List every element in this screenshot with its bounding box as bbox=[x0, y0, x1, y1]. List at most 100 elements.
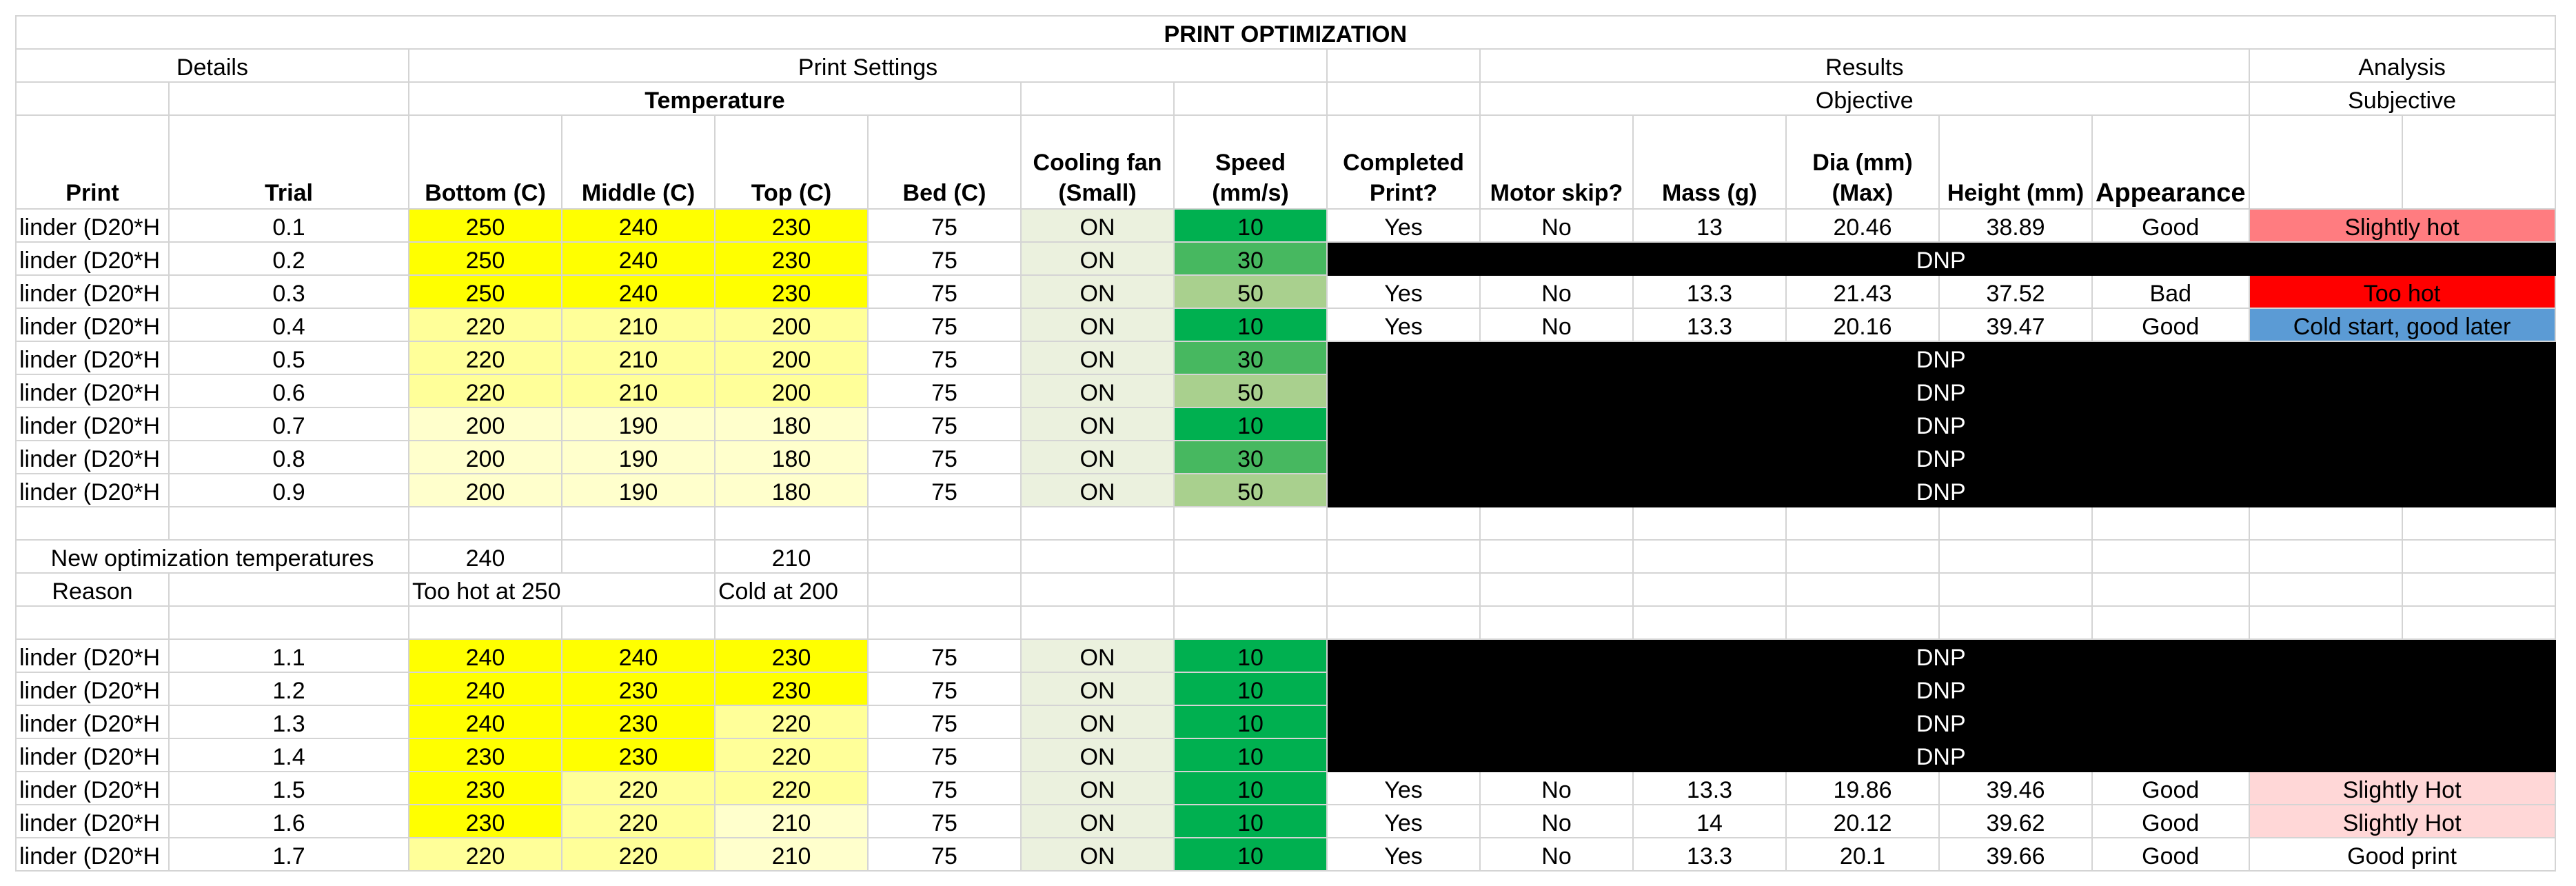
cell-print: linder (D20*H bbox=[15, 738, 170, 772]
header-middle: Middle (C) bbox=[561, 114, 716, 210]
cell-speed: 30 bbox=[1173, 341, 1328, 375]
empty-cell bbox=[2091, 572, 2250, 607]
empty-cell bbox=[1020, 506, 1175, 541]
cell-speed: 10 bbox=[1173, 208, 1328, 243]
header-motor-skip: Motor skip? bbox=[1479, 114, 1634, 210]
empty-cell bbox=[1020, 572, 1175, 607]
empty-cell bbox=[2248, 572, 2403, 607]
cell-mass: 13.3 bbox=[1632, 771, 1787, 805]
empty-cell bbox=[1785, 506, 1940, 541]
sheet-title: PRINT OPTIMIZATION bbox=[15, 15, 2556, 50]
cell-print: linder (D20*H bbox=[15, 804, 170, 838]
cell-motor-skip: No bbox=[1479, 274, 1634, 309]
cell-speed: 10 bbox=[1173, 738, 1328, 772]
cell-speed: 30 bbox=[1173, 440, 1328, 474]
cell-analysis: Slightly Hot bbox=[2248, 771, 2556, 805]
empty-cell bbox=[1173, 506, 1328, 541]
table-row: linder (D20*H 0.1 250 240 230 75 ON 10 Yes No 13 20… bbox=[15, 208, 2556, 243]
empty-cell bbox=[1785, 539, 1940, 574]
table-row: linder (D20*H 0.6 220 210 200 75 ON 50 DNP bbox=[15, 374, 2556, 408]
cell-speed: 10 bbox=[1173, 672, 1328, 706]
cell-appearance: Good bbox=[2091, 308, 2250, 342]
empty-cell bbox=[561, 506, 716, 541]
cell-bed: 75 bbox=[867, 274, 1022, 309]
empty-cell bbox=[2401, 572, 2556, 607]
cell-trial: 1.1 bbox=[168, 638, 409, 673]
cell-middle: 190 bbox=[561, 440, 716, 474]
empty-cell bbox=[2091, 605, 2250, 640]
cell-appearance: Good bbox=[2091, 804, 2250, 838]
empty-cell bbox=[1326, 506, 1481, 541]
empty-cell bbox=[2248, 114, 2403, 210]
empty-cell bbox=[1785, 572, 1940, 607]
cell-bottom: 200 bbox=[408, 440, 562, 474]
blank-row bbox=[15, 605, 2556, 640]
cell-middle: 240 bbox=[561, 208, 716, 243]
cell-completed: Yes bbox=[1326, 274, 1481, 309]
cell-print: linder (D20*H bbox=[15, 308, 170, 342]
header-bed: Bed (C) bbox=[867, 114, 1022, 210]
group-details: Details bbox=[15, 48, 409, 83]
header-dia-line2: (Max) bbox=[1832, 180, 1894, 206]
cell-trial: 1.2 bbox=[168, 672, 409, 706]
cell-top: 230 bbox=[714, 208, 869, 243]
reason-row: Reason Too hot at 250 Cold at 200 bbox=[15, 572, 2556, 607]
empty-cell bbox=[1173, 572, 1328, 607]
table-row: linder (D20*H 1.1 240 240 230 75 ON 10 DNP bbox=[15, 638, 2556, 673]
cell-bottom: 250 bbox=[408, 241, 562, 276]
cell-top: 220 bbox=[714, 738, 869, 772]
empty-cell bbox=[1938, 506, 2093, 541]
cell-cooling-fan: ON bbox=[1020, 407, 1175, 441]
header-print: Print bbox=[15, 114, 170, 210]
table-row: linder (D20*H 1.6 230 220 210 75 ON 10 Yes No 14 20… bbox=[15, 804, 2556, 838]
cell-appearance: Good bbox=[2091, 208, 2250, 243]
table-row: linder (D20*H 0.8 200 190 180 75 ON 30 DNP bbox=[15, 440, 2556, 474]
cell-bed: 75 bbox=[867, 638, 1022, 673]
empty-cell bbox=[1632, 605, 1787, 640]
cell-cooling-fan: ON bbox=[1020, 473, 1175, 507]
cell-mass: 13.3 bbox=[1632, 308, 1787, 342]
cell-print: linder (D20*H bbox=[15, 638, 170, 673]
cell-middle: 210 bbox=[561, 308, 716, 342]
cell-completed: Yes bbox=[1326, 771, 1481, 805]
cell-top: 180 bbox=[714, 440, 869, 474]
new-optimization-bottom: 240 bbox=[408, 539, 562, 574]
cell-dnp: DNP bbox=[1326, 374, 2556, 408]
cell-bed: 75 bbox=[867, 705, 1022, 739]
cell-cooling-fan: ON bbox=[1020, 341, 1175, 375]
cell-completed: Yes bbox=[1326, 804, 1481, 838]
cell-dia: 20.16 bbox=[1785, 308, 1940, 342]
empty-cell bbox=[2401, 114, 2556, 210]
cell-trial: 0.2 bbox=[168, 241, 409, 276]
cell-middle: 220 bbox=[561, 771, 716, 805]
empty-cell bbox=[1020, 539, 1175, 574]
cell-print: linder (D20*H bbox=[15, 208, 170, 243]
table-row: linder (D20*H 1.4 230 230 220 75 ON 10 DNP bbox=[15, 738, 2556, 772]
cell-speed: 10 bbox=[1173, 308, 1328, 342]
header-cooling-fan-line1: Cooling fan bbox=[1033, 150, 1162, 176]
cell-height: 39.66 bbox=[1938, 837, 2093, 872]
empty-cell bbox=[867, 572, 1022, 607]
cell-speed: 10 bbox=[1173, 407, 1328, 441]
empty-cell bbox=[1326, 605, 1481, 640]
header-dia-line1: Dia (mm) bbox=[1812, 150, 1913, 176]
cell-middle: 210 bbox=[561, 374, 716, 408]
header-cooling-fan: Cooling fan (Small) bbox=[1020, 114, 1175, 210]
cell-cooling-fan: ON bbox=[1020, 308, 1175, 342]
header-dia: Dia (mm) (Max) bbox=[1785, 114, 1940, 210]
cell-cooling-fan: ON bbox=[1020, 738, 1175, 772]
reason-bottom: Too hot at 250 bbox=[408, 572, 716, 607]
cell-completed: Yes bbox=[1326, 837, 1481, 872]
cell-top: 220 bbox=[714, 771, 869, 805]
blank-row bbox=[15, 506, 2556, 541]
empty-cell bbox=[1020, 605, 1175, 640]
table-row: linder (D20*H 0.7 200 190 180 75 ON 10 DNP bbox=[15, 407, 2556, 441]
empty-cell bbox=[714, 605, 869, 640]
subgroup-subjective: Subjective bbox=[2248, 81, 2556, 116]
cell-speed: 50 bbox=[1173, 374, 1328, 408]
empty-cell bbox=[408, 605, 562, 640]
cell-middle: 240 bbox=[561, 274, 716, 309]
cell-dnp: DNP bbox=[1326, 407, 2556, 441]
cell-trial: 0.3 bbox=[168, 274, 409, 309]
empty-cell bbox=[1479, 572, 1634, 607]
